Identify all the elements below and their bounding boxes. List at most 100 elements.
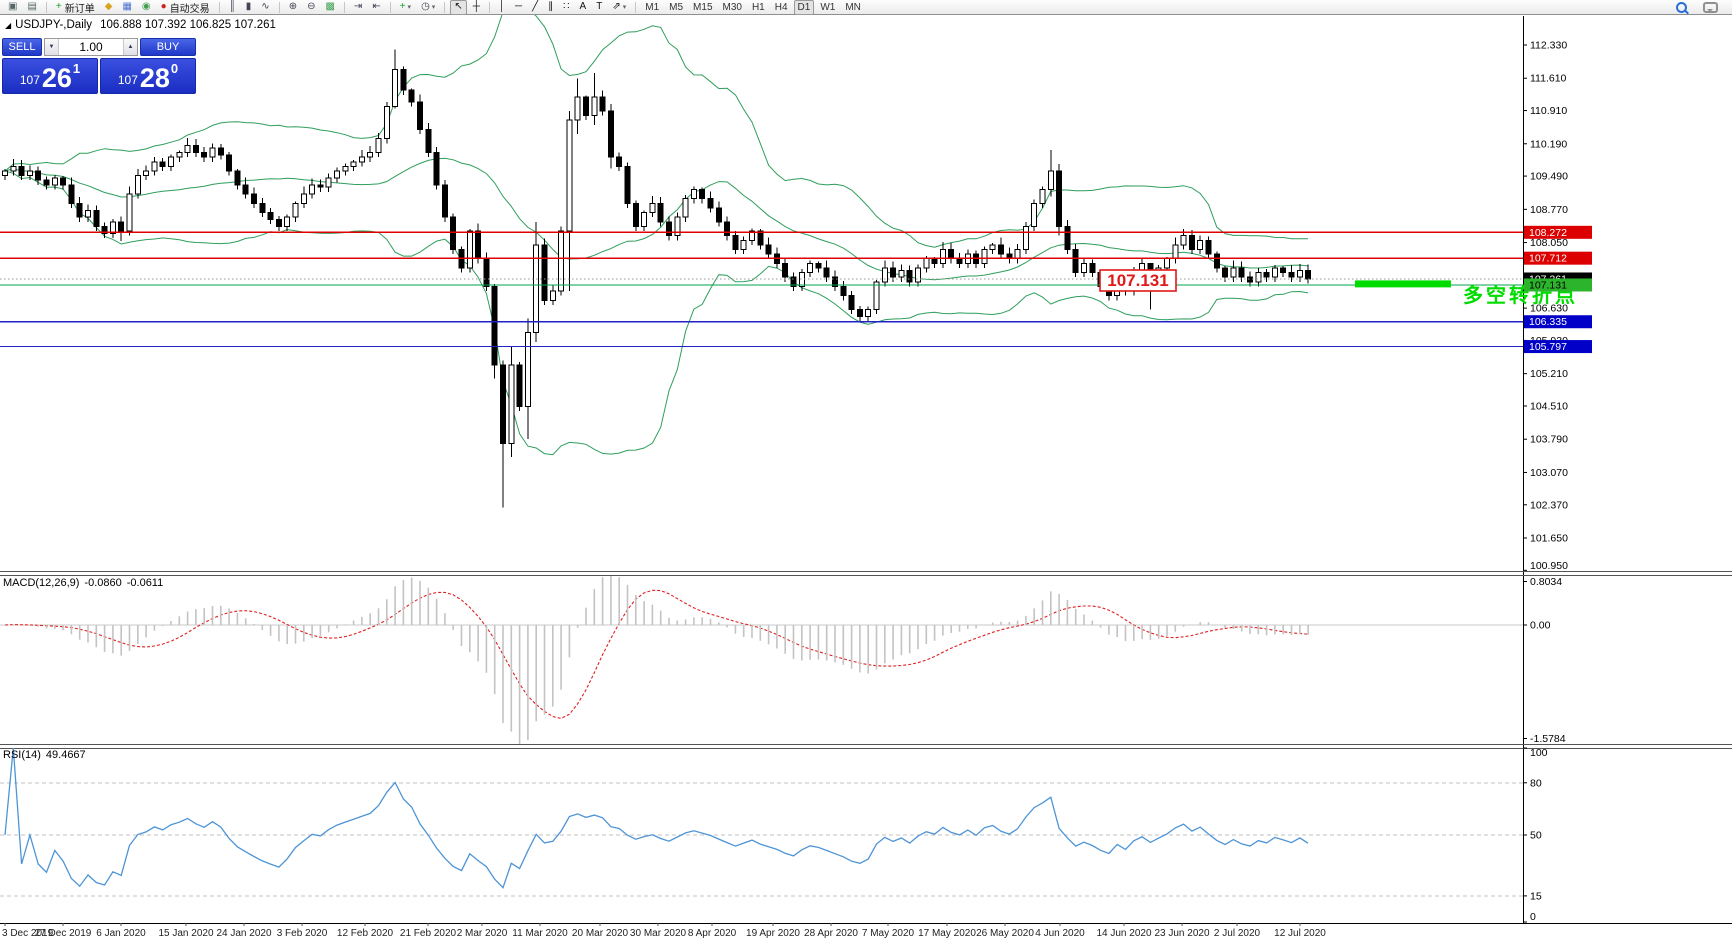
turning-point-line-badge[interactable] bbox=[1524, 278, 1592, 292]
tf-h1-button[interactable]: H1 bbox=[748, 0, 769, 15]
buy-button[interactable]: BUY bbox=[140, 38, 196, 56]
dropdown-caret-icon: ▾ bbox=[431, 4, 436, 11]
toolbar-right-group bbox=[1672, 0, 1728, 15]
profiles-icon[interactable]: ▤ bbox=[23, 0, 40, 15]
vline-tool-icon[interactable]: │ bbox=[495, 0, 509, 15]
text-tool-icon[interactable]: A bbox=[576, 0, 591, 15]
tf-m1-button[interactable]: M1 bbox=[641, 0, 663, 15]
macd-histogram bbox=[12, 576, 1309, 744]
toolbar-separator bbox=[488, 1, 490, 13]
date-axis-label: 3 Dec 2019 bbox=[2, 928, 54, 939]
zoom-out-icon[interactable]: ⊖ bbox=[303, 0, 319, 15]
tf-h4-button[interactable]: H4 bbox=[771, 0, 792, 15]
hline-tool-icon[interactable]: ─ bbox=[511, 0, 526, 15]
new-order-button[interactable]: + 新订单 bbox=[52, 0, 99, 15]
arrows-tool-icon[interactable]: ⇗ ▾ bbox=[608, 0, 630, 15]
crosshair-icon[interactable]: ┼ bbox=[469, 0, 484, 15]
bar-chart-icon[interactable]: ║ bbox=[225, 0, 240, 15]
buy-price-pips: 28 bbox=[139, 63, 170, 94]
tile-windows-icon[interactable]: ▩ bbox=[321, 0, 338, 15]
volume-decrease-button[interactable]: ▼ bbox=[45, 39, 59, 55]
fibonacci-tool-icon-glyph: ∷ bbox=[563, 1, 570, 12]
terminal-icon[interactable]: ▦ bbox=[118, 0, 135, 15]
arrows-tool-icon-glyph: ⇗ bbox=[612, 1, 621, 12]
turning-point-line-badge-text: 107.131 bbox=[1529, 279, 1567, 291]
toolbar-separator bbox=[444, 1, 446, 13]
sell-button[interactable]: SELL bbox=[2, 38, 42, 56]
chart-window-icon: ◢ bbox=[5, 21, 12, 30]
signals-icon-glyph: ◉ bbox=[141, 1, 151, 12]
bollinger-bands bbox=[4, 3, 1309, 456]
resistance-line-1-badge[interactable] bbox=[1524, 225, 1592, 239]
macd-axis: 0.8034 0.00 -1.5784 bbox=[1523, 576, 1566, 745]
tf-m30-button[interactable]: M30 bbox=[719, 0, 746, 15]
channel-tool-icon[interactable]: ∥ bbox=[544, 0, 557, 15]
price-axis-tick: 102.370 bbox=[1530, 499, 1568, 511]
price-callout-box[interactable] bbox=[1099, 269, 1177, 292]
price-axis-tick: 106.630 bbox=[1530, 303, 1568, 315]
tf-mn-button-label: MN bbox=[845, 1, 861, 13]
new-chart-icon[interactable]: ▣ bbox=[4, 0, 21, 15]
zoom-out-icon-glyph: ⊖ bbox=[307, 1, 316, 12]
date-axis-label: 6 Jan 2020 bbox=[96, 928, 146, 939]
autoscroll-icon[interactable]: ⇥ bbox=[350, 0, 366, 15]
chat-icon[interactable] bbox=[1699, 0, 1722, 15]
resistance-line-2-badge[interactable] bbox=[1524, 251, 1592, 265]
date-axis-label: 28 Apr 2020 bbox=[804, 928, 858, 939]
zoom-in-icon[interactable]: ⊕ bbox=[285, 0, 301, 15]
price-axis-tick: 112.330 bbox=[1530, 39, 1567, 51]
candlestick-icon[interactable]: ▮ bbox=[242, 0, 256, 15]
tf-m30-button-label: M30 bbox=[722, 1, 742, 13]
label-tool-icon[interactable]: T bbox=[592, 0, 606, 15]
buy-price-display[interactable]: 107 28 0 bbox=[100, 58, 196, 94]
fibonacci-tool-icon[interactable]: ∷ bbox=[559, 0, 573, 15]
support-line-1-badge[interactable] bbox=[1524, 315, 1592, 329]
tf-d1-button[interactable]: D1 bbox=[793, 0, 815, 15]
toolbar-separator bbox=[389, 1, 391, 13]
candlestick-series bbox=[2, 49, 1312, 508]
rsi-axis-tick: 15 bbox=[1530, 890, 1542, 902]
cursor-icon[interactable]: ↖ bbox=[450, 0, 467, 15]
date-axis-label: 7 May 2020 bbox=[862, 928, 915, 939]
support-line-2-badge[interactable] bbox=[1524, 340, 1592, 354]
search-glyph bbox=[1676, 1, 1687, 13]
new-order-button-label: 新订单 bbox=[64, 3, 95, 15]
rsi-name: RSI(14) bbox=[3, 749, 41, 761]
tf-mn-button[interactable]: MN bbox=[841, 0, 865, 15]
turning-point-highlight-bar[interactable] bbox=[1355, 280, 1451, 288]
date-axis-label: 21 Feb 2020 bbox=[400, 928, 457, 939]
search-icon[interactable] bbox=[1672, 0, 1691, 15]
date-axis-label: 12 Feb 2020 bbox=[337, 928, 394, 939]
chart-frame bbox=[0, 16, 1732, 924]
date-axis-label: 15 Jan 2020 bbox=[158, 928, 213, 939]
date-axis-label: 4 Jun 2020 bbox=[1035, 928, 1085, 939]
new-order-glyph: + bbox=[55, 1, 62, 12]
label-tool-icon-glyph: T bbox=[596, 1, 603, 12]
support-line-1-badge-text: 106.335 bbox=[1529, 316, 1567, 328]
signals-icon[interactable]: ◉ bbox=[138, 0, 155, 15]
tf-w1-button-label: W1 bbox=[820, 1, 836, 13]
dropdown-caret-icon: ▾ bbox=[407, 4, 412, 11]
toolbar-separator bbox=[278, 1, 280, 13]
date-axis-label: 20 Mar 2020 bbox=[572, 928, 629, 939]
volume-increase-button[interactable]: ▲ bbox=[123, 39, 137, 55]
tf-w1-button[interactable]: W1 bbox=[816, 0, 839, 15]
chart-shift-icon[interactable]: ⇤ bbox=[368, 0, 384, 15]
trendline-tool-icon[interactable]: ╱ bbox=[528, 0, 542, 15]
indicators-icon[interactable]: + ▾ bbox=[396, 0, 415, 15]
sell-price-display[interactable]: 107 26 1 bbox=[2, 58, 98, 94]
rsi-axis-tick: 100 bbox=[1530, 747, 1548, 759]
volume-input[interactable]: 1.00 bbox=[79, 40, 103, 54]
tf-m15-button[interactable]: M15 bbox=[689, 0, 716, 15]
line-chart-icon[interactable]: ∿ bbox=[257, 0, 273, 15]
market-watch-icon[interactable]: ◆ bbox=[101, 0, 117, 15]
sell-price-base: 107 bbox=[19, 73, 40, 87]
tf-m5-button[interactable]: M5 bbox=[665, 0, 687, 15]
cursor-icon-glyph: ↖ bbox=[454, 1, 463, 12]
autotrading-button[interactable]: ● 自动交易 bbox=[157, 0, 214, 15]
bar-chart-icon-glyph: ║ bbox=[228, 1, 236, 12]
channel-tool-icon-glyph: ∥ bbox=[548, 1, 554, 12]
periods-icon[interactable]: ◷ ▾ bbox=[417, 0, 439, 15]
